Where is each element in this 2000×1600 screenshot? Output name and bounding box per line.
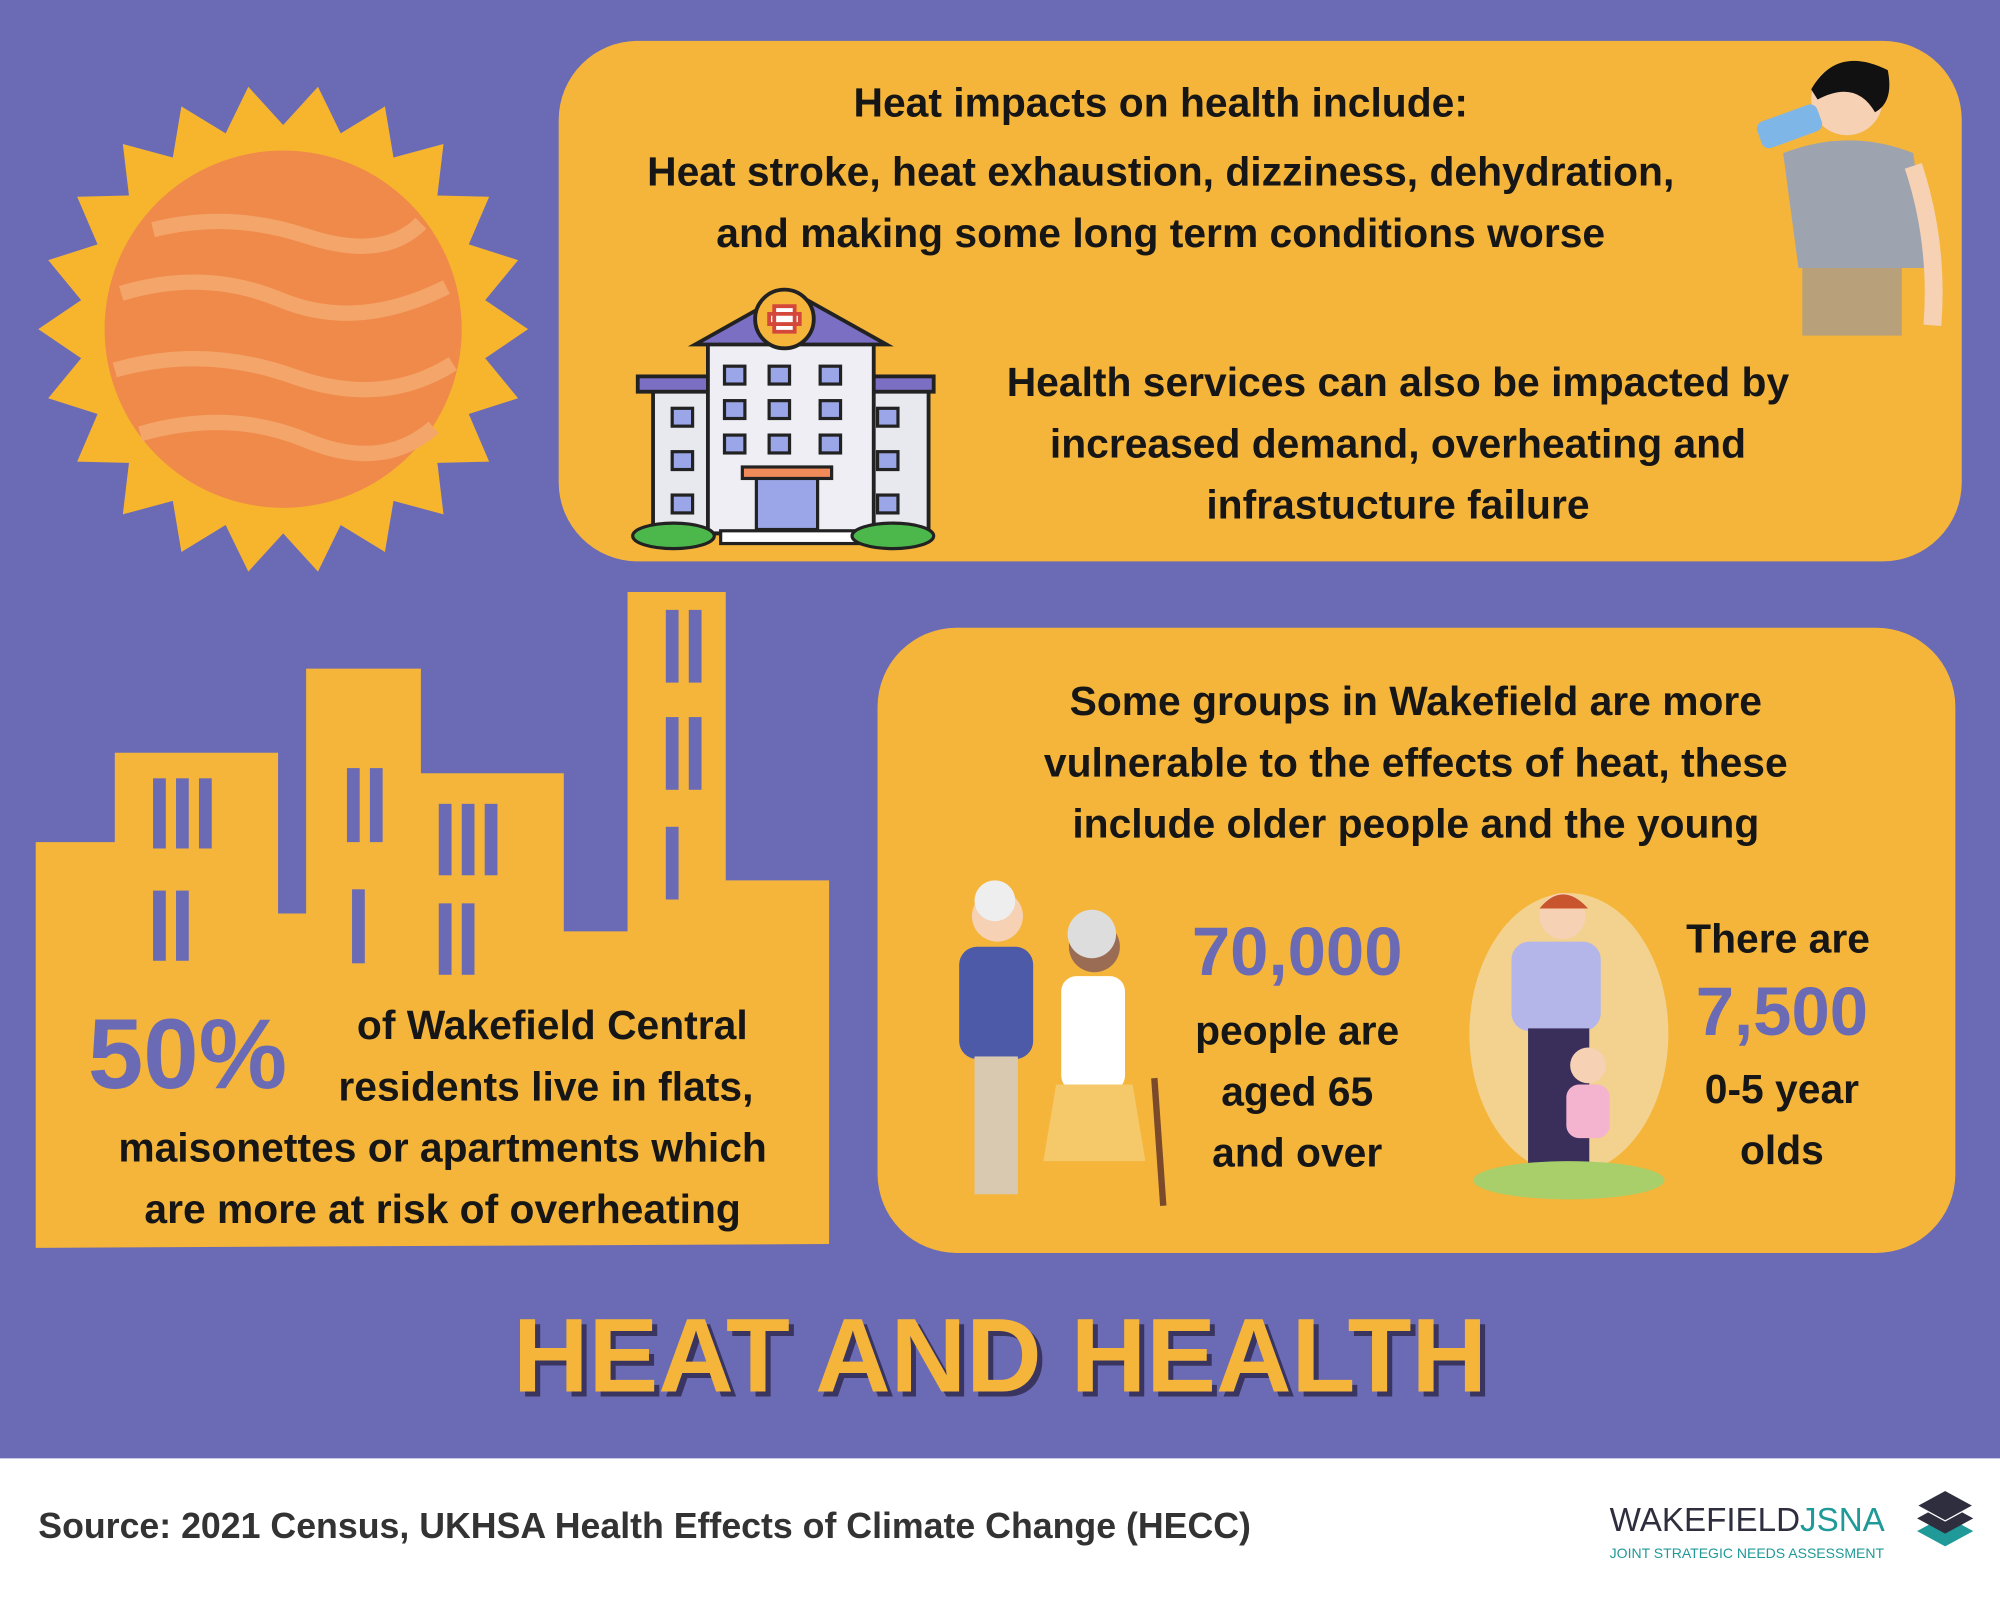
vulnerable-line: vulnerable to the effects of heat, these [1044,739,1788,785]
impacts-heading: Heat impacts on health include: [853,80,1467,126]
parent-child-illustration [1469,893,1669,1200]
footer [0,1458,2000,1600]
older-line: people are [1195,1007,1399,1053]
title: HEAT AND HEALTH [513,1298,1487,1415]
services-line: infrastucture failure [1206,482,1589,528]
sun-disc [104,150,462,508]
logo-name-text: WAKEFIELD [1610,1502,1800,1539]
young-intro: There are [1686,915,1870,961]
text-layer: Heat impacts on health include: Heat str… [88,80,1870,1420]
logo-suffix: JSNA [1800,1502,1886,1539]
flats-line: residents live in flats, [338,1063,753,1109]
older-line: and over [1212,1130,1382,1176]
impacts-line: Heat stroke, heat exhaustion, dizziness,… [647,149,1674,195]
young-line: olds [1740,1127,1824,1173]
building-windows [153,609,702,975]
services-line: increased demand, overheating and [1050,420,1746,466]
vulnerable-line: include older people and the young [1072,801,1759,847]
impacts-line: and making some long term conditions wor… [716,210,1605,256]
vulnerable-line: Some groups in Wakefield are more [1070,678,1762,724]
flats-line: maisonettes or apartments which [118,1125,767,1171]
flats-line: of Wakefield Central [357,1002,748,1048]
hospital-illustration [631,287,936,551]
older-people-illustration [959,880,1167,1206]
flats-line: are more at risk of overheating [144,1186,740,1232]
drinking-person-illustration [1756,60,1943,336]
sun-illustration [38,86,529,572]
logo-tagline: JOINT STRATEGIC NEEDS ASSESSMENT [1610,1545,1885,1561]
flats-figure: 50% [88,999,287,1110]
groups-panel [877,627,1956,1253]
sun-bands [112,213,457,462]
young-figure: 7,500 [1696,973,1868,1050]
buildings-silhouette [35,592,830,1248]
logo-name: WAKEFIELDJSNA [1610,1502,1886,1539]
older-line: aged 65 [1221,1069,1373,1115]
older-figure: 70,000 [1192,913,1403,990]
source: Source: 2021 Census, UKHSA Health Effect… [38,1506,1251,1546]
logo: WAKEFIELDJSNA JOINT STRATEGIC NEEDS ASSE… [1610,1489,1975,1561]
young-line: 0-5 year [1705,1066,1859,1112]
title-shadow: HEAT AND HEALTH [518,1303,1492,1420]
services-line: Health services can also be impacted by [1007,359,1790,405]
